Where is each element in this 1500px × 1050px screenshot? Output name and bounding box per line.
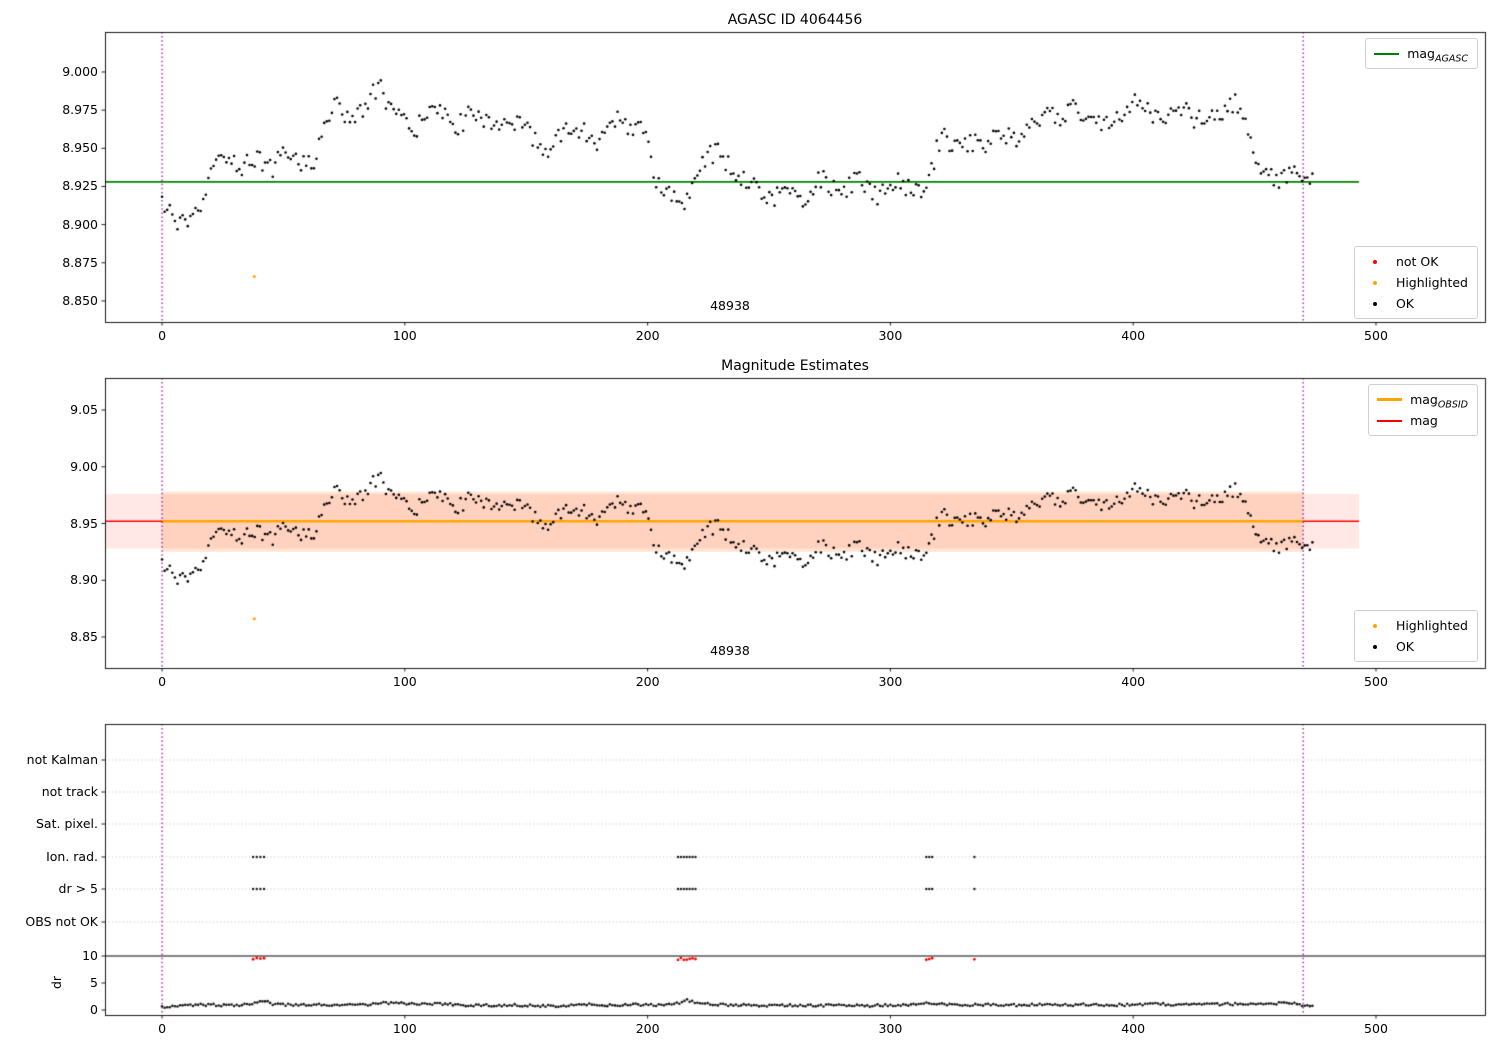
x-tick-label: 500 bbox=[1364, 328, 1388, 343]
legend-label-main: mag bbox=[1410, 392, 1438, 407]
y-tick-label: 9.000 bbox=[62, 63, 98, 79]
legend-label-main: mag bbox=[1410, 413, 1438, 428]
category-label: OBS not OK bbox=[25, 914, 98, 929]
dr-tick-label: 0 bbox=[90, 1002, 98, 1017]
dot-swatch-icon bbox=[1362, 644, 1389, 649]
y-tick-label: 8.925 bbox=[62, 178, 98, 194]
legend-row-mag: mag bbox=[1376, 410, 1468, 431]
x-tick-label: 400 bbox=[1121, 674, 1146, 689]
y-tick-label: 8.875 bbox=[62, 254, 98, 270]
dot-swatch-icon bbox=[1362, 280, 1389, 285]
legend-row-mag-obsid: magOBSID bbox=[1376, 389, 1468, 410]
category-label: dr > 5 bbox=[58, 881, 98, 896]
y-tick-label: 8.95 bbox=[70, 515, 98, 531]
legend-label-not-ok: not OK bbox=[1395, 254, 1439, 269]
legend-label-mag-agasc: magAGASC bbox=[1407, 46, 1468, 64]
x-tick-label: 400 bbox=[1121, 328, 1146, 343]
y-tick-label: 9.05 bbox=[70, 402, 98, 417]
x-tick-label: 0 bbox=[158, 674, 167, 689]
dr-tick-label: 10 bbox=[82, 948, 98, 963]
category-label: not track bbox=[41, 784, 98, 799]
legend-row-mag-agasc: magAGASC bbox=[1373, 43, 1468, 64]
mag-line-swatch bbox=[1377, 419, 1403, 422]
chart2-line-legend: magOBSID mag bbox=[1368, 384, 1478, 436]
x-tick-label: 0 bbox=[158, 328, 167, 343]
chart2-marker-legend: Highlighted OK bbox=[1353, 610, 1478, 662]
line-swatch-icon bbox=[1376, 419, 1403, 422]
x-tick-label: 500 bbox=[1364, 1021, 1388, 1036]
x-tick-label: 300 bbox=[878, 1021, 903, 1036]
legend-label-mag: mag bbox=[1410, 413, 1438, 428]
not-ok-dot-swatch bbox=[1373, 259, 1378, 264]
highlighted-dot-swatch bbox=[1373, 623, 1378, 628]
legend-label-ok: OK bbox=[1395, 639, 1414, 654]
x-tick-label: 100 bbox=[392, 328, 417, 343]
legend-row-highlighted: Highlighted bbox=[1362, 615, 1468, 636]
x-tick-label: 200 bbox=[635, 674, 660, 689]
chart1-marker-legend: not OK Highlighted OK bbox=[1353, 246, 1478, 319]
legend-label-ok: OK bbox=[1395, 296, 1414, 311]
mag-agasc-line-swatch bbox=[1374, 52, 1400, 55]
category-label: not Kalman bbox=[26, 752, 98, 767]
chart1-line-legend: magAGASC bbox=[1365, 38, 1478, 69]
x-tick-label: 300 bbox=[878, 328, 903, 343]
legend-label-mag-obsid: magOBSID bbox=[1410, 392, 1468, 410]
y-tick-label: 8.85 bbox=[70, 629, 98, 644]
y-tick-label: 8.975 bbox=[62, 102, 98, 118]
category-label: Sat. pixel. bbox=[36, 816, 98, 831]
y-tick-label: 8.850 bbox=[62, 292, 98, 308]
chart2-title: Magnitude Estimates bbox=[721, 358, 869, 374]
x-tick-label: 100 bbox=[392, 674, 417, 689]
ok-dot-swatch bbox=[1373, 644, 1378, 649]
dot-swatch-icon bbox=[1362, 623, 1389, 628]
legend-label-sub: OBSID bbox=[1437, 399, 1468, 411]
legend-label-highlighted: Highlighted bbox=[1395, 618, 1468, 633]
y-tick-label: 8.900 bbox=[62, 216, 98, 232]
x-tick-label: 400 bbox=[1121, 1021, 1146, 1036]
x-tick-label: 300 bbox=[878, 674, 903, 689]
line-swatch-icon bbox=[1373, 52, 1400, 55]
legend-label-highlighted: Highlighted bbox=[1395, 275, 1468, 290]
dot-swatch-icon bbox=[1362, 301, 1389, 306]
legend-row-highlighted: Highlighted bbox=[1362, 272, 1468, 293]
legend-label-main: mag bbox=[1407, 46, 1435, 61]
legend-label-sub: AGASC bbox=[1434, 53, 1468, 65]
y-tick-label: 8.90 bbox=[70, 572, 98, 588]
legend-row-ok: OK bbox=[1362, 293, 1468, 314]
x-tick-label: 500 bbox=[1364, 674, 1388, 689]
x-tick-label: 100 bbox=[392, 1021, 417, 1036]
chart2-obsid-annotation: 48938 bbox=[710, 643, 750, 658]
ok-dot-swatch bbox=[1373, 301, 1378, 306]
line-swatch-icon bbox=[1376, 398, 1403, 401]
chart1-obsid-annotation: 48938 bbox=[710, 298, 750, 313]
x-tick-label: 200 bbox=[635, 1021, 660, 1036]
category-label: Ion. rad. bbox=[46, 849, 98, 864]
y-tick-label: 8.950 bbox=[62, 140, 98, 156]
mag-obsid-line-swatch bbox=[1377, 398, 1403, 401]
dr-tick-label: 5 bbox=[90, 975, 98, 990]
legend-row-ok: OK bbox=[1362, 636, 1468, 657]
x-tick-label: 200 bbox=[635, 328, 660, 343]
dot-swatch-icon bbox=[1362, 259, 1389, 264]
y-tick-label: 9.00 bbox=[70, 458, 98, 474]
highlighted-dot-swatch bbox=[1373, 280, 1378, 285]
legend-row-not-ok: not OK bbox=[1362, 251, 1468, 272]
chart1-title: AGASC ID 4064456 bbox=[727, 12, 863, 28]
x-tick-label: 0 bbox=[158, 1021, 167, 1036]
